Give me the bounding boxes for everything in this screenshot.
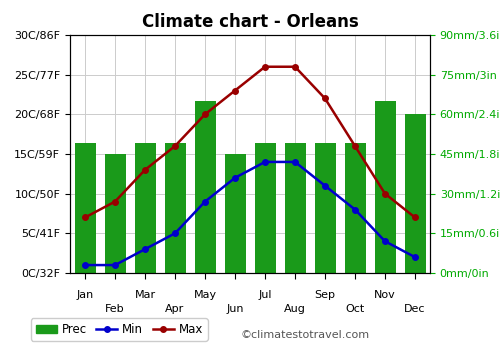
Text: Jul: Jul <box>258 290 272 300</box>
Text: Jan: Jan <box>76 290 94 300</box>
Bar <box>344 144 366 273</box>
Bar <box>74 144 96 273</box>
Text: Oct: Oct <box>346 303 364 314</box>
Bar <box>284 144 306 273</box>
Bar <box>404 114 425 273</box>
Text: Dec: Dec <box>404 303 426 314</box>
Title: Climate chart - Orleans: Climate chart - Orleans <box>142 13 358 31</box>
Text: Jun: Jun <box>226 303 244 314</box>
Text: May: May <box>194 290 216 300</box>
Text: Nov: Nov <box>374 290 396 300</box>
Bar <box>314 144 336 273</box>
Bar <box>104 154 126 273</box>
Text: Aug: Aug <box>284 303 306 314</box>
Text: ©climatestotravel.com: ©climatestotravel.com <box>240 329 369 340</box>
Text: Feb: Feb <box>105 303 125 314</box>
Bar <box>374 101 396 273</box>
Text: Apr: Apr <box>166 303 184 314</box>
Bar <box>164 144 186 273</box>
Bar <box>134 144 156 273</box>
Bar <box>194 101 216 273</box>
Text: Sep: Sep <box>314 290 336 300</box>
Bar <box>254 144 276 273</box>
Legend: Prec, Min, Max: Prec, Min, Max <box>31 318 208 341</box>
Bar <box>224 154 246 273</box>
Text: Mar: Mar <box>134 290 156 300</box>
